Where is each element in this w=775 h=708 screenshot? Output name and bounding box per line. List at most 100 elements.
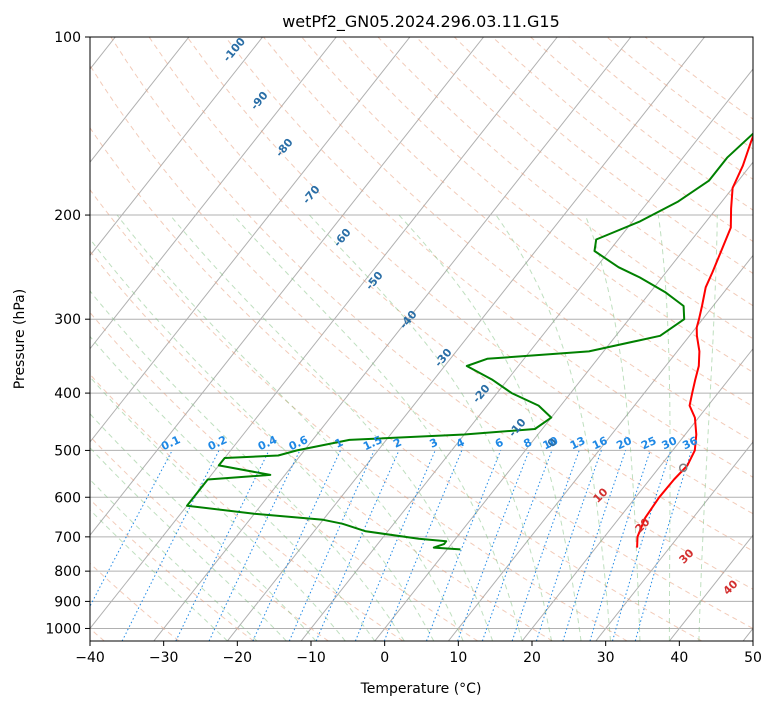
dry-adiabat-line xyxy=(90,498,254,641)
dry-adiabat-line xyxy=(148,37,753,552)
y-tick-label: 800 xyxy=(54,564,81,580)
y-tick-label: 700 xyxy=(54,530,81,546)
x-tick-label: −10 xyxy=(296,650,326,666)
isotherm-line xyxy=(669,534,753,641)
dry-adiabat-line xyxy=(90,435,329,641)
mixing-ratio-label: 6 xyxy=(493,436,506,451)
y-tick-label: 1000 xyxy=(45,621,81,637)
dry-adiabat-line xyxy=(263,37,753,443)
moist-adiabat-line xyxy=(698,214,718,641)
dry-adiabat-line xyxy=(225,37,753,478)
mixing-ratio-line xyxy=(535,450,602,641)
dry-adiabat-label: -50 xyxy=(363,269,386,293)
x-tick-label: 20 xyxy=(523,650,541,666)
isotherm-line xyxy=(742,627,753,641)
chart-title: wetPf2_GN05.2024.296.03.11.G15 xyxy=(282,12,560,32)
mixing-ratio-line xyxy=(589,450,651,641)
dry-adiabat-line xyxy=(339,37,753,373)
plot-frame xyxy=(89,36,754,642)
y-tick-label: 600 xyxy=(54,490,81,506)
moist-adiabat-label: 10 xyxy=(591,485,611,505)
x-axis-label: Temperature (°C) xyxy=(360,681,482,697)
y-tick-label: 500 xyxy=(54,443,81,459)
dry-adiabat-label: -40 xyxy=(397,308,420,332)
mixing-ratio-label: 10 xyxy=(541,434,561,452)
mixing-ratio-label: 36 xyxy=(680,434,700,452)
x-tick-label: 50 xyxy=(744,650,762,666)
moist-adiabat-line xyxy=(232,214,523,641)
x-tick-label: 40 xyxy=(670,650,688,666)
x-tick-label: −20 xyxy=(223,650,253,666)
mixing-ratio-label: 20 xyxy=(614,434,634,452)
mixing-ratio-line xyxy=(121,450,220,641)
dry-adiabat-label: -10 xyxy=(506,416,529,440)
moist-adiabat-line xyxy=(90,509,228,641)
temperature-profile-line xyxy=(636,133,753,548)
moist-adiabat-label: 40 xyxy=(721,577,741,597)
dry-adiabat-line xyxy=(90,373,404,641)
mixing-ratio-line xyxy=(252,450,341,641)
series-layer xyxy=(186,132,753,551)
isotherm-line xyxy=(374,161,753,641)
isotherm-line xyxy=(300,68,753,641)
mixing-ratio-label: 30 xyxy=(660,434,680,452)
moist-adiabat-line xyxy=(90,447,287,641)
mixing-ratio-label: 13 xyxy=(568,434,587,452)
dry-adiabat-line xyxy=(186,37,753,515)
axis-ticks: −40 −30 −20 −10 0 10 20 30 40 50 100 200 300 400 500 60… xyxy=(45,30,762,666)
dry-adiabat-line xyxy=(90,311,478,641)
moist-adiabat-line xyxy=(657,214,671,641)
dry-adiabat-line xyxy=(110,37,753,590)
mixing-ratio-line xyxy=(426,450,502,641)
mixing-ratio-label: 4 xyxy=(454,436,467,451)
isotherm-line xyxy=(448,254,753,641)
dry-adiabat-line xyxy=(90,188,628,641)
moist-adiabat-line xyxy=(309,214,553,641)
x-tick-label: 0 xyxy=(380,650,389,666)
mixing-ratio-line xyxy=(457,450,530,641)
grid-layer xyxy=(90,37,753,641)
dry-adiabat-line xyxy=(568,37,753,180)
mixing-ratio-line xyxy=(562,450,627,641)
mixing-ratio-line xyxy=(612,450,672,641)
x-tick-label: 10 xyxy=(449,650,467,666)
moist-adiabat-line xyxy=(90,238,435,641)
y-axis-label: Pressure (hPa) xyxy=(12,289,28,389)
dry-adiabat-label: -70 xyxy=(300,183,323,207)
isotherm-line xyxy=(90,37,411,443)
dry-adiabat-line xyxy=(644,37,753,120)
isotherm-line xyxy=(521,347,753,641)
dry-adiabat-label: -60 xyxy=(331,226,354,250)
mixing-ratio-line xyxy=(511,450,580,641)
isotherm-line xyxy=(595,441,753,641)
mixing-ratio-label: 25 xyxy=(639,434,658,452)
dry-adiabat-line xyxy=(492,37,753,243)
mixing-ratio-line xyxy=(288,450,375,641)
isotherm-line xyxy=(153,37,632,641)
moist-adiabat-line xyxy=(169,214,494,641)
moist-adiabat-label: 30 xyxy=(677,546,697,566)
isotherm-line xyxy=(90,37,484,536)
dry-adiabat-label: -90 xyxy=(248,89,271,113)
dry-adiabat-label: -80 xyxy=(273,136,296,160)
moist-adiabat-line xyxy=(90,376,346,641)
dry-adiabat-line xyxy=(90,250,553,641)
x-tick-label: 30 xyxy=(597,650,615,666)
dewpoint-profile-line xyxy=(186,132,753,551)
moist-adiabat-line xyxy=(116,214,464,641)
mixing-ratio-line xyxy=(481,450,553,641)
mixing-ratio-line xyxy=(634,450,693,641)
mixing-ratio-line xyxy=(354,450,436,641)
dry-adiabat-line xyxy=(415,37,753,307)
mixing-ratio-line xyxy=(315,450,400,641)
mixing-ratio-label: 16 xyxy=(590,434,610,452)
dry-adiabat-line xyxy=(90,562,180,641)
isotherm-line xyxy=(227,37,705,641)
dry-adiabat-line xyxy=(377,37,753,340)
parcel-marker xyxy=(678,463,688,473)
mixing-ratio-line xyxy=(383,450,463,641)
dry-adiabat-line xyxy=(90,127,703,641)
moist-adiabat-line xyxy=(90,335,376,641)
mixing-ratio-label: 3 xyxy=(428,436,440,451)
